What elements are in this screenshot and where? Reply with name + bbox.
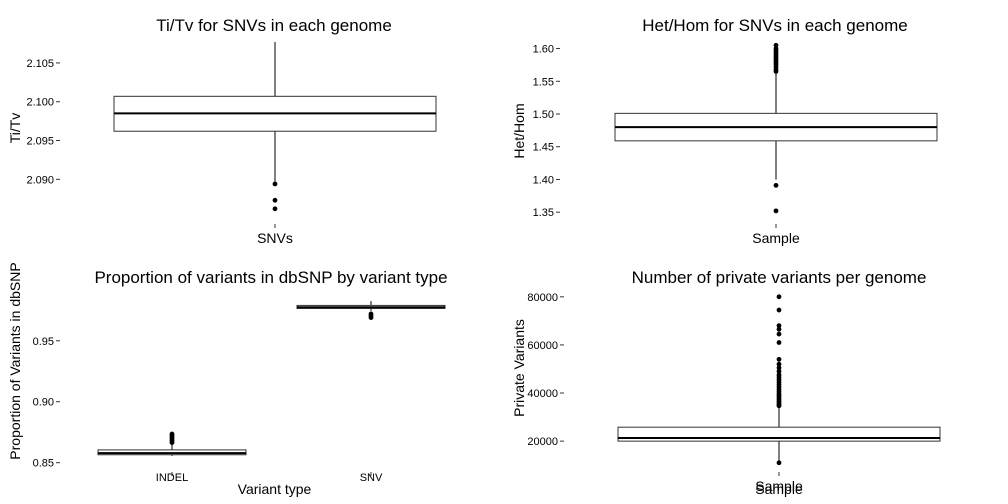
panel-titv: Ti/Tv for SNVs in each genome Ti/Tv 2.090 2… — [7, 16, 437, 246]
y-tick-label: 1.35 — [533, 207, 554, 219]
x-tick-label: SNVs — [257, 230, 293, 246]
y-axis-label: Private Variants — [511, 319, 527, 417]
y-tick-label: 80000 — [527, 292, 558, 304]
x-tick-label: INDEL — [156, 472, 188, 484]
outlier-point — [776, 326, 782, 332]
chart-title: Het/Hom for SNVs in each genome — [642, 16, 908, 35]
chart-title: Number of private variants per genome — [632, 268, 927, 287]
y-tick-label: 40000 — [527, 388, 558, 400]
box-snvs — [113, 42, 437, 212]
outlier-point — [773, 208, 779, 214]
y-axis-label: Ti/Tv — [7, 113, 23, 144]
outlier-point — [368, 315, 374, 321]
x-tick-label: Sample — [755, 478, 803, 494]
y-tick-label: 1.55 — [533, 76, 554, 88]
outlier-point — [776, 368, 782, 374]
y-tick-label: 0.85 — [33, 458, 54, 470]
outlier-point — [272, 181, 278, 187]
box-indel — [97, 431, 247, 456]
panel-hethom: Het/Hom for SNVs in each genome Het/Hom 1.… — [511, 16, 938, 246]
outlier-point — [773, 69, 779, 74]
box-sample — [617, 294, 941, 466]
y-tick-label: 1.50 — [533, 109, 554, 121]
box-iqr — [617, 426, 941, 442]
y-axis-label: Proportion of Variants in dbSNP — [7, 262, 23, 459]
y-tick-label: 0.90 — [33, 397, 54, 409]
y-tick-label: 1.45 — [533, 142, 554, 154]
outlier-point — [776, 307, 782, 313]
y-tick-label: 1.40 — [533, 174, 554, 186]
outlier-point — [169, 431, 175, 437]
outlier-point — [776, 361, 782, 367]
y-tick-label: 1.60 — [533, 44, 554, 56]
x-tick-label: SNV — [360, 472, 383, 484]
outlier-point — [776, 323, 782, 329]
box-sample — [614, 42, 938, 214]
y-tick-label: 2.100 — [26, 97, 54, 109]
panel-private: Number of private variants per genome Pri… — [511, 268, 941, 497]
y-tick-label: 2.105 — [26, 58, 54, 70]
panel-dbsnp: Proportion of variants in dbSNP by varia… — [7, 262, 448, 497]
y-tick-label: 0.95 — [33, 336, 54, 348]
y-axis-label: Het/Hom — [511, 103, 527, 158]
y-tick-label: 2.095 — [26, 136, 54, 148]
box-snv — [296, 301, 446, 321]
outlier-point — [776, 340, 782, 345]
outlier-point — [773, 182, 779, 188]
x-axis-label: Sample — [755, 481, 803, 497]
x-tick-label: Sample — [752, 230, 800, 246]
outlier-point — [776, 331, 782, 337]
outlier-point — [776, 403, 782, 409]
outlier-point — [776, 460, 782, 466]
outlier-point — [776, 365, 782, 371]
outlier-point — [272, 206, 278, 212]
x-axis-label: Variant type — [238, 481, 312, 497]
y-tick-label: 20000 — [527, 436, 558, 448]
chart-title: Proportion of variants in dbSNP by varia… — [94, 268, 447, 287]
chart-title: Ti/Tv for SNVs in each genome — [156, 16, 392, 35]
outlier-point — [272, 197, 278, 203]
outlier-point — [776, 356, 782, 362]
y-tick-label: 60000 — [527, 340, 558, 352]
y-tick-label: 2.090 — [26, 174, 54, 186]
outlier-point — [776, 294, 782, 300]
